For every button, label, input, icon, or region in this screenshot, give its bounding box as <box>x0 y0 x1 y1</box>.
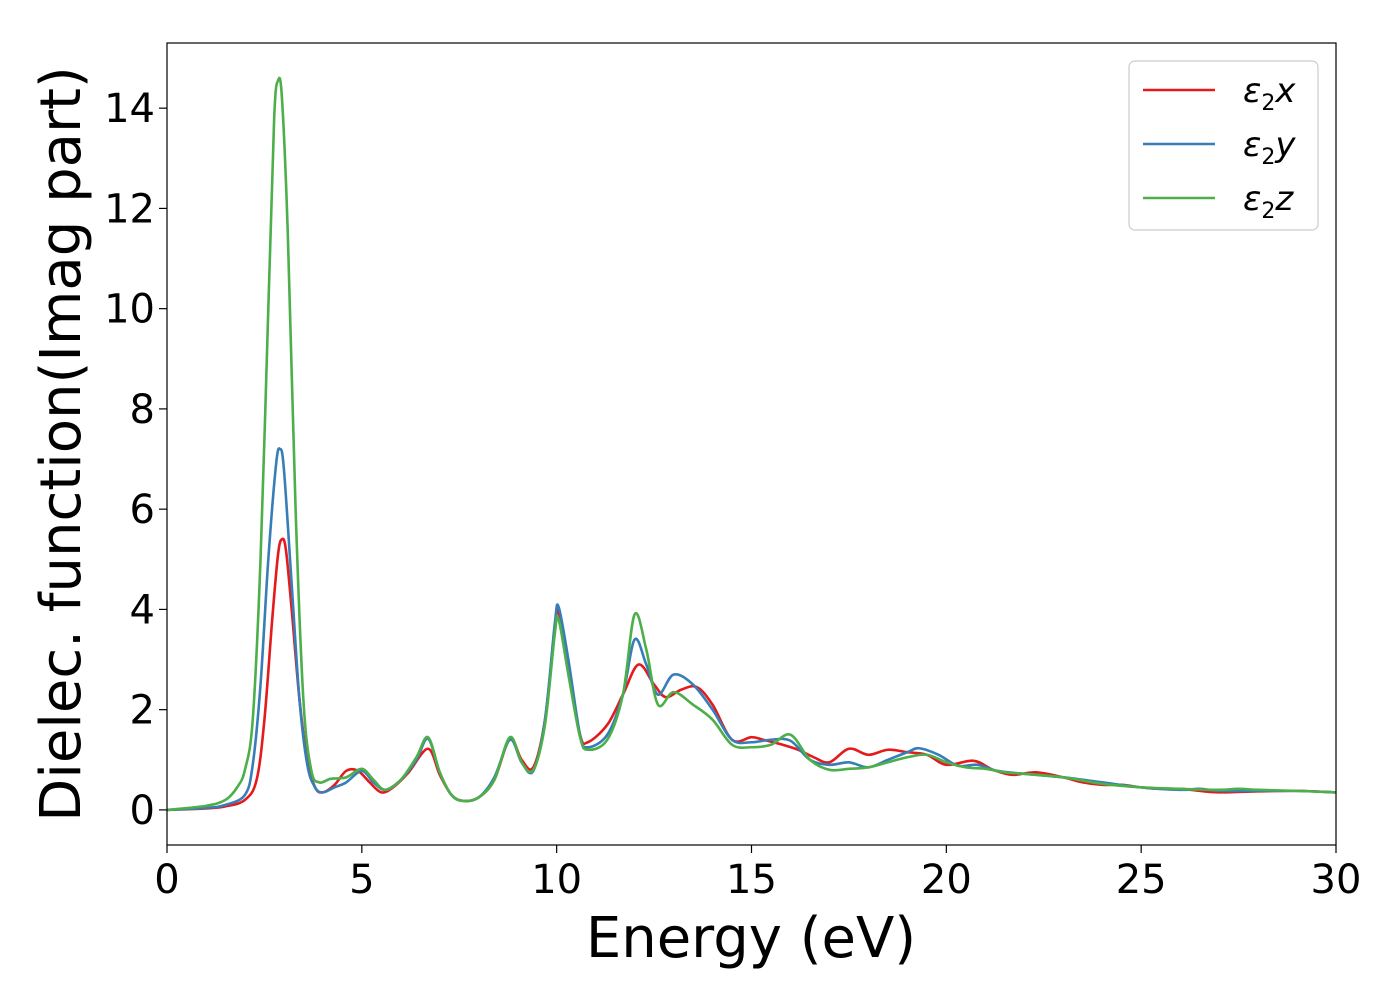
x-axis: 0 5 10 15 20 25 30 <box>154 845 1361 903</box>
x-tick-label: 15 <box>726 857 777 903</box>
y-tick-label: 2 <box>130 688 155 734</box>
x-tick-label: 20 <box>921 857 972 903</box>
y-tick-label: 6 <box>130 487 155 533</box>
series-layer <box>166 76 1337 812</box>
legend-label-y: ε2y <box>1243 125 1296 170</box>
y-axis-title: Dielec. function(Imag part) <box>29 66 94 822</box>
legend-box <box>1128 60 1319 231</box>
legend-label-x: ε2x <box>1243 71 1296 116</box>
x-tick-label: 5 <box>349 857 374 903</box>
x-axis-title: Energy (eV) <box>586 906 916 971</box>
y-tick-label: 14 <box>104 86 155 132</box>
y-tick-label: 10 <box>104 287 155 333</box>
legend-label-z: ε2z <box>1243 179 1294 224</box>
series-line-z <box>166 76 1337 812</box>
x-tick-label: 0 <box>154 857 179 903</box>
legend: ε2x ε2y ε2z <box>1128 60 1319 231</box>
y-axis: 0 2 4 6 8 10 12 14 <box>104 86 167 834</box>
y-tick-label: 0 <box>130 788 155 834</box>
x-tick-label: 10 <box>531 857 582 903</box>
y-tick-label: 4 <box>130 587 155 633</box>
x-tick-label: 25 <box>1116 857 1167 903</box>
x-tick-label: 30 <box>1311 857 1362 903</box>
y-tick-label: 8 <box>130 387 155 433</box>
y-tick-label: 12 <box>104 186 155 232</box>
